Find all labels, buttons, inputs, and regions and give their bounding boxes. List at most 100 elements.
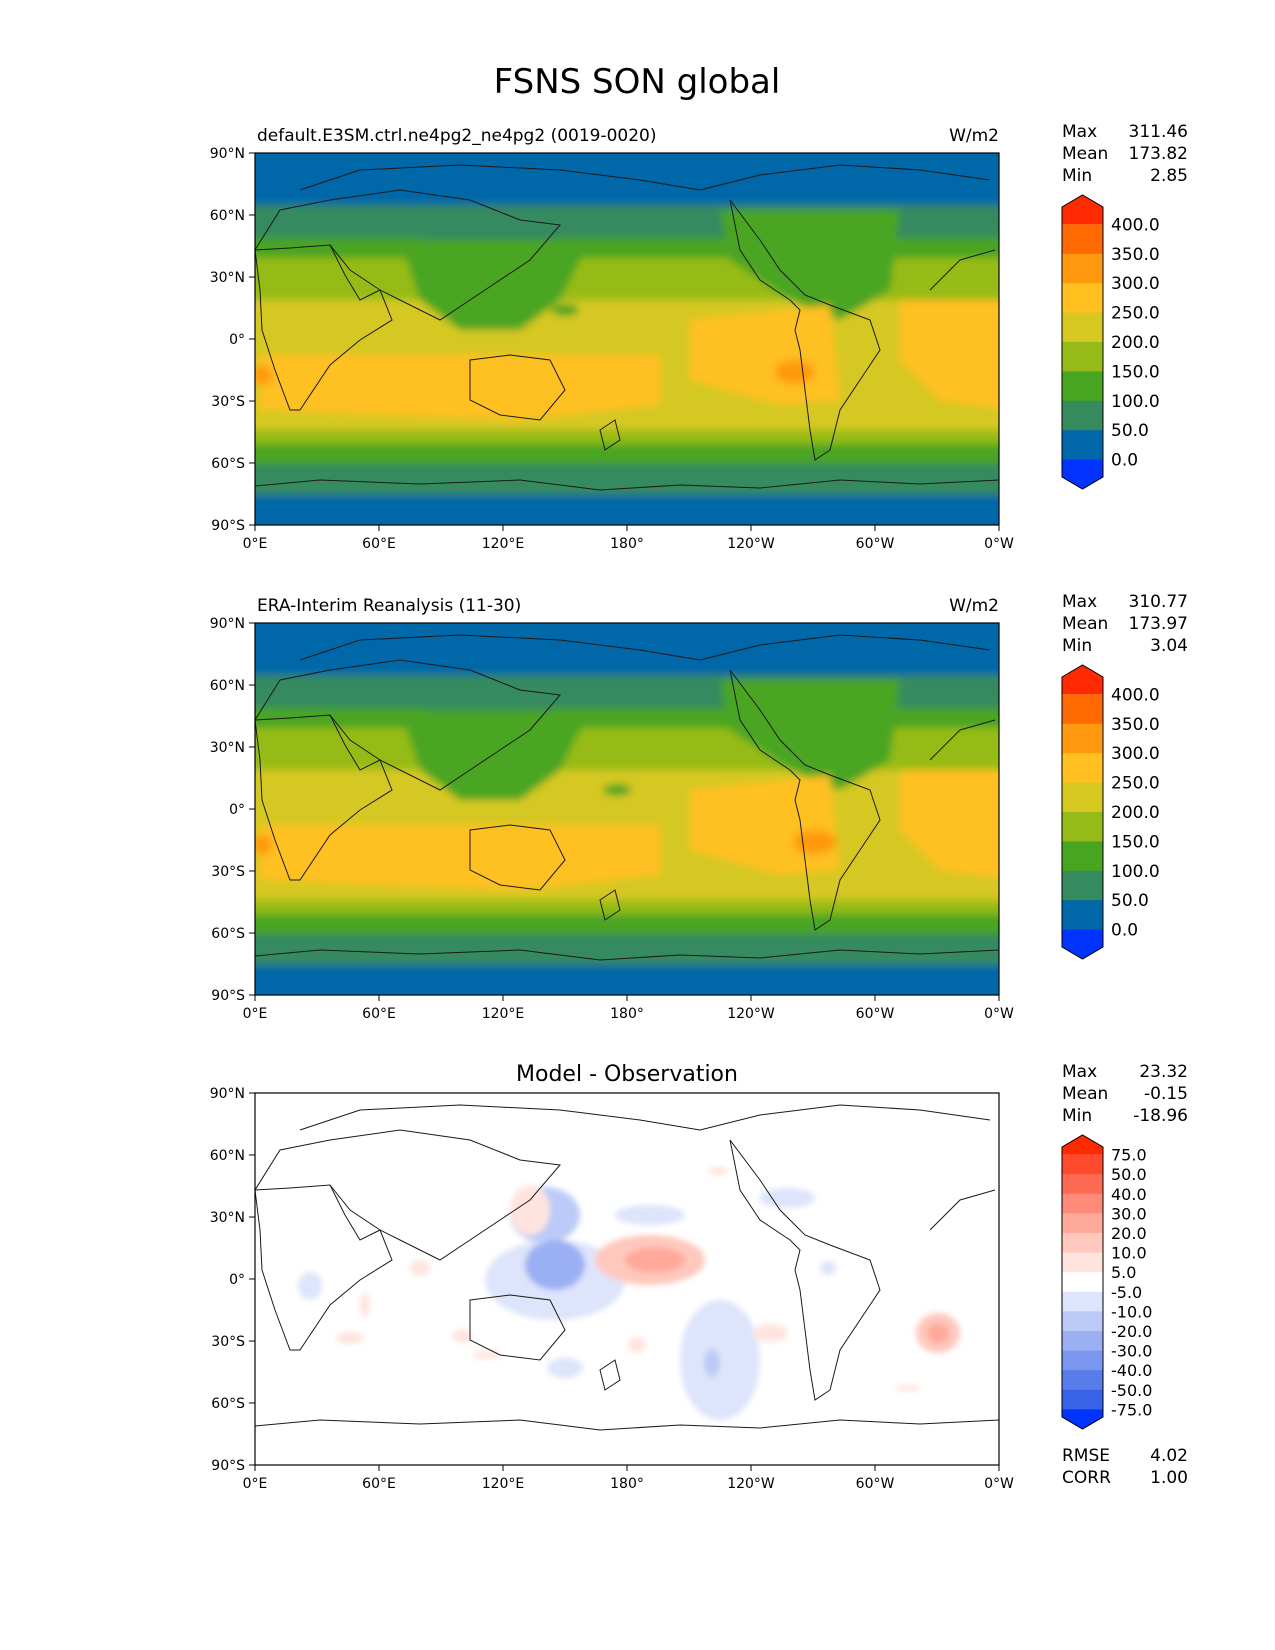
colorbar-tick-label: 400.0 [1111, 215, 1160, 235]
panel-model-title: default.E3SM.ctrl.ne4pg2_ne4pg2 (0019-00… [257, 126, 657, 146]
lat-tick-label: 30°S [211, 1334, 245, 1350]
stat-value: -0.15 [1144, 1084, 1188, 1104]
colorbar-swatch [1062, 283, 1103, 314]
stat-label: Mean [1062, 1084, 1108, 1104]
lat-tick-label: 90°N [210, 146, 245, 162]
lat-tick-label: 60°N [210, 678, 245, 694]
colorbar-swatch [1062, 1252, 1103, 1273]
colorbar-tick-label: 250.0 [1111, 774, 1160, 794]
colorbar-swatch [1062, 1272, 1103, 1293]
colorbar-tick-label: -5.0 [1111, 1283, 1142, 1302]
stat-label: Min [1062, 636, 1092, 656]
metric-value: 1.00 [1150, 1468, 1188, 1488]
colorbar-swatch [1062, 224, 1103, 255]
stat-value: 310.77 [1129, 592, 1188, 612]
panel-diff-stats: Max 23.32 Mean -0.15 Min -18.96 [1062, 1062, 1188, 1126]
colorbar-swatch [1062, 430, 1103, 461]
lon-tick-label: 0°E [243, 1006, 268, 1022]
colorbar-tick-label: 30.0 [1111, 1204, 1147, 1223]
lat-tick-label: 30°S [211, 864, 245, 880]
figure-title: FSNS SON global [494, 62, 781, 102]
panel-diff-axes: 90°N 60°N 30°N 0° 30°S 60°S 90°S 0°E 60°E 120°E 18… [210, 1086, 1014, 1492]
lat-tick-label: 30°N [210, 1210, 245, 1226]
colorbar-tick-label: -30.0 [1111, 1342, 1152, 1361]
panel-model: default.E3SM.ctrl.ne4pg2_ne4pg2 (0019-00… [210, 122, 1188, 552]
colorbar-tick-label: 50.0 [1111, 1165, 1147, 1184]
stat-label: Mean [1062, 144, 1108, 164]
lon-tick-label: 120°E [482, 1476, 525, 1492]
colorbar-swatch [1062, 1291, 1103, 1312]
panel-diff-title: Model - Observation [516, 1062, 738, 1087]
colorbar-tick-label: 150.0 [1111, 832, 1160, 852]
stat-value: 173.97 [1129, 614, 1188, 634]
map-field-obs [255, 623, 999, 995]
lon-tick-label: 0°W [984, 1476, 1014, 1492]
panel-obs: ERA-Interim Reanalysis (11-30) W/m2 90°N… [210, 592, 1188, 1022]
panel-obs-stats: Max 310.77 Mean 173.97 Min 3.04 [1062, 592, 1188, 656]
panel-obs-colorbar: 400.0 350.0 300.0 250.0 200.0 150.0 100.0 50.0 0… [1061, 664, 1160, 960]
stat-value: -18.96 [1133, 1106, 1188, 1126]
lat-tick-label: 60°N [210, 208, 245, 224]
lon-tick-label: 60°W [856, 536, 895, 552]
stat-label: Max [1062, 1062, 1097, 1082]
colorbar-tick-label: 250.0 [1111, 304, 1160, 324]
colorbar-swatch [1062, 400, 1103, 431]
colorbar-swatch [1062, 870, 1103, 901]
colorbar-tick-label: 100.0 [1111, 392, 1160, 412]
colorbar-tick-label: 350.0 [1111, 715, 1160, 735]
colorbar-tick-label: -20.0 [1111, 1322, 1152, 1341]
lon-tick-label: 60°W [856, 1476, 895, 1492]
panel-diff: Model - Observation 90°N 60°N 30°N 0° 30°S 60… [210, 1062, 1188, 1492]
lon-tick-label: 120°W [727, 1476, 775, 1492]
lon-tick-label: 60°E [362, 536, 396, 552]
colorbar-swatch [1062, 900, 1103, 931]
colorbar-swatch [1062, 1135, 1103, 1155]
colorbar-swatch [1062, 1331, 1103, 1352]
colorbar-swatch [1062, 342, 1103, 372]
panel-diff-metrics: RMSE 4.02 CORR 1.00 [1062, 1446, 1188, 1488]
panel-model-stats: Max 311.46 Mean 173.82 Min 2.85 [1062, 122, 1188, 186]
colorbar-swatch [1062, 929, 1103, 959]
lon-tick-label: 180° [610, 1476, 644, 1492]
colorbar-swatch [1062, 1311, 1103, 1332]
metric-value: 4.02 [1150, 1446, 1188, 1466]
colorbar-swatch [1062, 782, 1103, 813]
colorbar-swatch [1062, 1370, 1103, 1391]
colorbar-tick-label: 10.0 [1111, 1244, 1147, 1263]
metric-label: CORR [1062, 1468, 1111, 1488]
colorbar-swatch [1062, 1233, 1103, 1254]
lat-tick-label: 90°S [211, 1458, 245, 1474]
lon-tick-label: 180° [610, 1006, 644, 1022]
colorbar-swatch [1062, 723, 1103, 754]
stat-value: 173.82 [1129, 144, 1188, 164]
lat-tick-label: 60°N [210, 1148, 245, 1164]
panel-model-axes: 90°N 60°N 30°N 0° 30°S 60°S 90°S 0°E 60°E 120°E 18… [210, 146, 1014, 552]
lat-tick-label: 90°S [211, 988, 245, 1004]
lat-tick-label: 30°N [210, 740, 245, 756]
lat-tick-label: 90°N [210, 1086, 245, 1102]
colorbar-tick-label: 300.0 [1111, 274, 1160, 294]
lat-tick-label: 60°S [211, 456, 245, 472]
stat-value: 23.32 [1139, 1062, 1188, 1082]
lon-tick-label: 120°E [482, 1006, 525, 1022]
colorbar-swatch [1062, 1409, 1103, 1429]
panel-diff-colorbar: 75.050.040.030.020.010.05.0-5.0-10.0-20.… [1061, 1134, 1152, 1430]
lat-tick-label: 30°N [210, 270, 245, 286]
lat-tick-label: 60°S [211, 1396, 245, 1412]
colorbar-swatch [1062, 753, 1103, 784]
colorbar-outline [1061, 664, 1104, 960]
colorbar-swatch [1062, 1174, 1103, 1195]
stat-value: 3.04 [1150, 636, 1188, 656]
lat-tick-label: 90°N [210, 616, 245, 632]
lat-tick-label: 90°S [211, 518, 245, 534]
colorbar-tick-label: -75.0 [1111, 1400, 1152, 1419]
lon-tick-label: 0°E [243, 1476, 268, 1492]
colorbar-tick-label: 200.0 [1111, 333, 1160, 353]
colorbar-swatch [1062, 1389, 1103, 1410]
colorbar-swatch [1062, 812, 1103, 842]
map-field-diff [255, 1093, 999, 1465]
lon-tick-label: 60°E [362, 1006, 396, 1022]
lon-tick-label: 60°E [362, 1476, 396, 1492]
lon-tick-label: 0°W [984, 536, 1014, 552]
stat-value: 2.85 [1150, 166, 1188, 186]
